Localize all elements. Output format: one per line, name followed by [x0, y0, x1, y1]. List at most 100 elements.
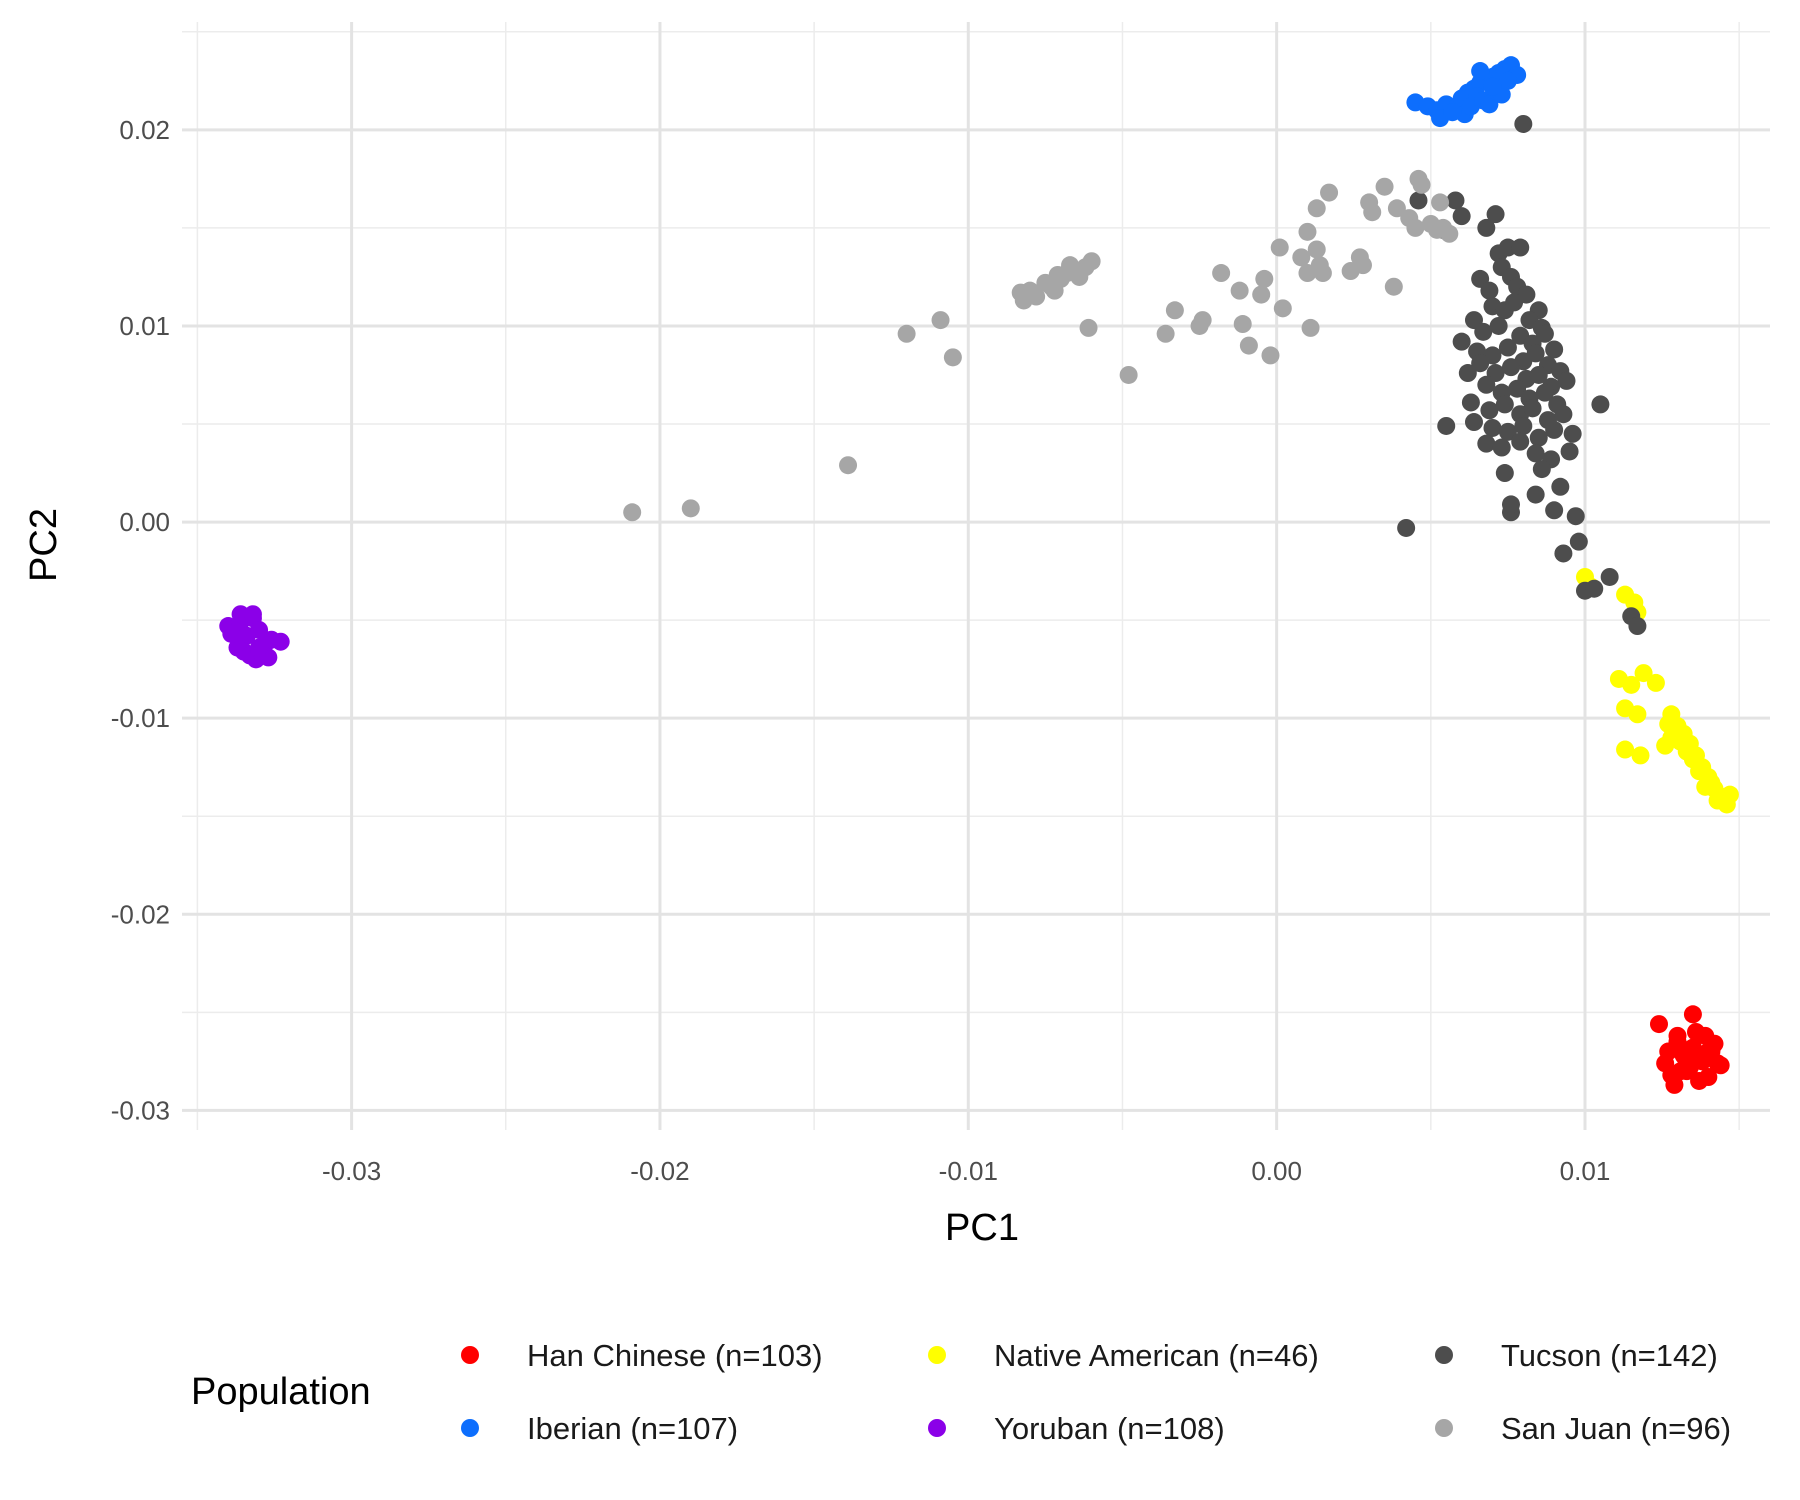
data-point [1495, 395, 1514, 414]
data-point [1273, 299, 1292, 318]
x-axis-title: PC1 [945, 1207, 1019, 1249]
legend-key [1435, 1346, 1453, 1364]
data-point [250, 620, 269, 639]
data-point [1511, 432, 1530, 451]
legend-title: Population [191, 1371, 371, 1413]
data-point [1690, 1071, 1709, 1090]
data-point [1446, 191, 1465, 210]
data-point [1443, 103, 1462, 122]
data-points [219, 56, 1739, 1094]
data-point [1686, 1022, 1705, 1041]
data-point [231, 605, 250, 624]
data-point [1212, 264, 1231, 283]
data-point [681, 499, 700, 518]
data-point [1501, 495, 1520, 514]
data-point [623, 503, 642, 522]
data-point [1674, 1046, 1693, 1065]
y-axis-title: PC2 [23, 508, 65, 582]
data-point [1514, 114, 1533, 133]
data-point [1591, 395, 1610, 414]
data-point [1082, 252, 1101, 271]
data-point [931, 311, 950, 330]
data-point [1545, 340, 1564, 359]
data-point [1671, 732, 1690, 751]
data-point [250, 638, 269, 657]
data-point [1486, 205, 1505, 224]
data-point [1193, 311, 1212, 330]
x-tick-label: -0.01 [939, 1156, 998, 1186]
data-point [1307, 240, 1326, 259]
legend-label: Iberian (n=107) [527, 1411, 738, 1446]
legend-label: Yoruban (n=108) [994, 1411, 1225, 1446]
data-point [1320, 183, 1339, 202]
data-point [1514, 416, 1533, 435]
data-point [1471, 62, 1490, 81]
legend-key [461, 1419, 479, 1437]
data-point [222, 624, 241, 643]
data-point [1600, 567, 1619, 586]
data-point [1696, 777, 1715, 796]
legend-key [928, 1346, 946, 1364]
data-point [1659, 715, 1678, 734]
y-tick-label: 0.01 [119, 311, 170, 341]
data-point [1387, 199, 1406, 218]
data-point [1628, 617, 1647, 636]
y-tick-label: 0.02 [119, 115, 170, 145]
data-point [1230, 281, 1249, 300]
minor-gridlines [182, 22, 1770, 1130]
data-point [1498, 422, 1517, 441]
data-point [1412, 175, 1431, 194]
data-point [1665, 1075, 1684, 1094]
data-point [1720, 785, 1739, 804]
data-point [1545, 501, 1564, 520]
y-axis-tick-labels: -0.03 -0.02 -0.01 0.00 0.01 0.02 [111, 115, 170, 1126]
data-point [1631, 746, 1650, 765]
data-point [1545, 420, 1564, 439]
data-point [271, 632, 290, 651]
data-point [1165, 301, 1184, 320]
data-point [1489, 316, 1508, 335]
data-point [1480, 281, 1499, 300]
data-point [1495, 464, 1514, 483]
data-point [243, 605, 262, 624]
data-point [1353, 256, 1372, 275]
legend: Han Chinese (n=103) Iberian (n=107) Native… [461, 1338, 1731, 1446]
x-tick-label: 0.00 [1251, 1156, 1302, 1186]
data-point [1483, 77, 1502, 96]
data-point [1048, 265, 1067, 284]
data-point [1301, 318, 1320, 337]
data-point [1492, 438, 1511, 457]
y-tick-label: -0.03 [111, 1095, 170, 1125]
data-point [1649, 1015, 1668, 1034]
data-point [1616, 740, 1635, 759]
data-point [1477, 434, 1496, 453]
legend-label: Tucson (n=142) [1501, 1338, 1718, 1373]
data-point [1523, 399, 1542, 418]
data-point [1529, 428, 1548, 447]
data-point [1363, 203, 1382, 222]
data-point [1656, 1054, 1675, 1073]
data-point [1560, 442, 1579, 461]
data-point [1498, 338, 1517, 357]
legend-label: Native American (n=46) [994, 1338, 1319, 1373]
legend-key [1435, 1419, 1453, 1437]
data-point [1270, 238, 1289, 257]
data-point [1554, 544, 1573, 563]
data-point [1628, 705, 1647, 724]
data-point [1511, 238, 1530, 257]
data-point [1668, 1026, 1687, 1045]
data-point [1557, 371, 1576, 390]
data-point [1375, 177, 1394, 196]
data-point [1646, 673, 1665, 692]
major-gridlines [182, 22, 1770, 1130]
data-point [1461, 393, 1480, 412]
data-point [1313, 264, 1332, 283]
x-axis-tick-labels: -0.03 -0.02 -0.01 0.00 0.01 [322, 1156, 1610, 1186]
data-point [1458, 364, 1477, 383]
data-point [1526, 344, 1545, 363]
data-point [1471, 354, 1490, 373]
legend-key [928, 1419, 946, 1437]
x-tick-label: -0.02 [630, 1156, 689, 1186]
data-point [1683, 1005, 1702, 1024]
data-point [1563, 424, 1582, 443]
